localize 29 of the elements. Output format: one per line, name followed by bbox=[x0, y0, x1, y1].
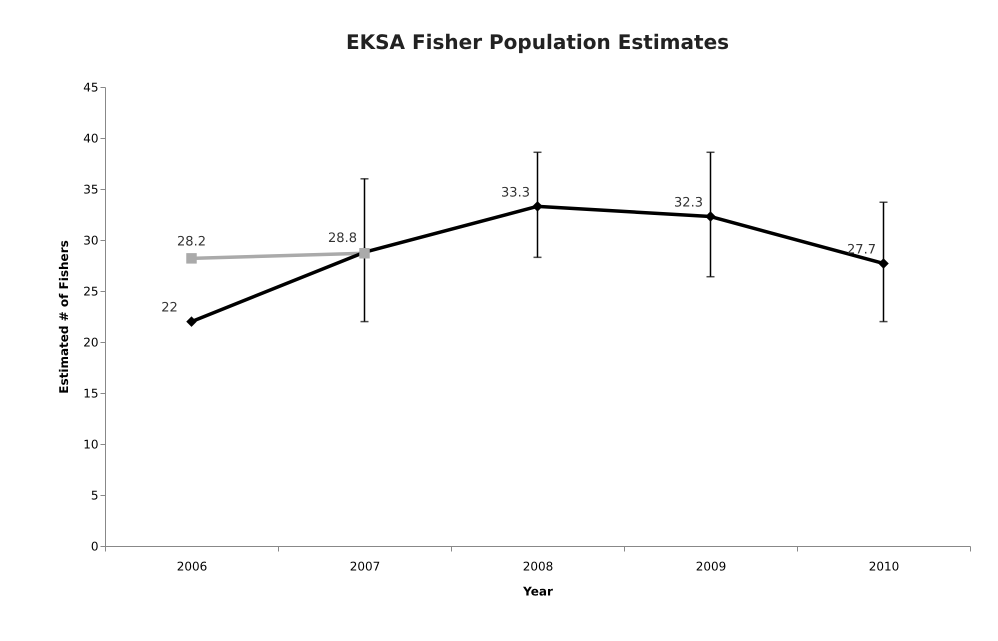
y-tick-label: 25 bbox=[83, 284, 98, 298]
data-label: 28.2 bbox=[177, 234, 206, 250]
y-tick-label: 40 bbox=[83, 132, 98, 146]
point bbox=[186, 253, 197, 264]
y-tick-label: 15 bbox=[83, 386, 98, 400]
point bbox=[878, 258, 889, 269]
data-label: 33.3 bbox=[501, 185, 530, 200]
data-label: 27.7 bbox=[847, 242, 876, 258]
x-tick-label: 2010 bbox=[868, 560, 900, 574]
y-tick-label: 30 bbox=[83, 234, 98, 248]
chart-title: EKSA Fisher Population Estimates bbox=[346, 30, 730, 54]
x-tick-label: 2009 bbox=[696, 560, 726, 574]
y-tick-label: 35 bbox=[83, 182, 98, 196]
point bbox=[186, 316, 197, 327]
y-tick-label: 45 bbox=[83, 80, 98, 94]
point bbox=[705, 211, 716, 222]
data-label: 22 bbox=[161, 300, 178, 316]
x-tick-label: 2008 bbox=[522, 560, 554, 574]
x-tick-label: 2006 bbox=[176, 560, 208, 574]
y-tick-label: 0 bbox=[90, 540, 98, 554]
data-label: 32.3 bbox=[674, 196, 703, 211]
data-label: 28.8 bbox=[328, 231, 357, 246]
y-tick-label: 5 bbox=[90, 488, 98, 502]
x-tick-label: 2007 bbox=[350, 560, 380, 574]
y-axis-title: Estimated # of Fishers bbox=[57, 240, 72, 394]
point bbox=[532, 201, 543, 212]
y-tick-label: 20 bbox=[83, 336, 98, 350]
x-axis-title: Year bbox=[522, 584, 553, 598]
y-tick-label: 10 bbox=[83, 438, 98, 452]
